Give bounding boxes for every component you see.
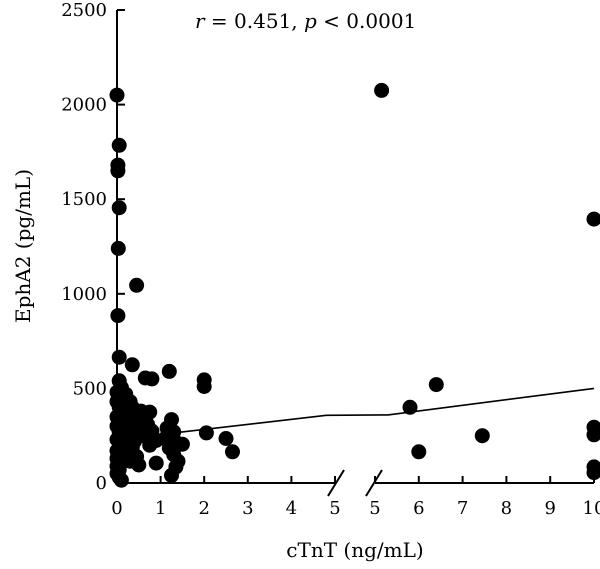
- regression-line: [116, 387, 595, 441]
- data-point: [474, 428, 490, 444]
- data-point: [196, 379, 212, 394]
- data-point: [144, 371, 160, 387]
- x-tick-label: 9: [544, 498, 555, 519]
- data-point: [218, 431, 234, 446]
- p-symbol: p: [304, 9, 317, 33]
- data-point: [402, 399, 418, 415]
- data-point: [428, 377, 444, 393]
- x-tick-label: 3: [242, 498, 253, 519]
- data-point: [131, 457, 147, 473]
- y-tick-label: 1500: [61, 189, 107, 210]
- data-point: [110, 308, 126, 324]
- y-tick-label: 1000: [61, 284, 107, 305]
- x-tick-label: 2: [198, 498, 209, 519]
- x-tick-label: 6: [413, 498, 424, 519]
- r-symbol: r: [195, 9, 206, 33]
- x-ticks: 0 1 2 3 4 5 5 6 7 8 9 10: [111, 476, 600, 519]
- data-point: [225, 444, 240, 460]
- data-point: [148, 455, 164, 471]
- trend-line-group: [116, 387, 595, 441]
- y-tick-label: 500: [73, 378, 107, 399]
- x-tick-label: 8: [501, 498, 512, 519]
- data-point: [586, 427, 600, 443]
- y-ticks: 0 500 1000 1500 2000 2500: [61, 0, 125, 494]
- data-point: [113, 472, 129, 488]
- r-value-text: = 0.451,: [205, 9, 304, 33]
- x-tick-label: 5: [369, 498, 380, 519]
- y-tick-label: 0: [96, 473, 107, 494]
- x-tick-label: 1: [155, 498, 166, 519]
- correlation-annotation: r = 0.451, p < 0.0001: [195, 9, 416, 33]
- data-point: [586, 465, 600, 481]
- data-point: [111, 200, 127, 216]
- data-point: [198, 425, 214, 441]
- y-axis-title: EphA2 (pg/mL): [11, 169, 35, 323]
- data-point: [174, 436, 190, 452]
- data-point: [110, 240, 126, 256]
- data-point: [161, 363, 177, 379]
- data-point: [111, 349, 127, 365]
- data-point: [411, 444, 427, 460]
- x-axis-title: cTnT (ng/mL): [286, 538, 423, 562]
- axes: [116, 10, 594, 497]
- data-point: [129, 277, 145, 293]
- data-point: [109, 87, 125, 103]
- x-tick-label: 7: [457, 498, 468, 519]
- data-point: [164, 467, 179, 483]
- y-tick-label: 2500: [61, 0, 107, 21]
- data-points: [109, 82, 600, 488]
- x-tick-label: 0: [111, 498, 122, 519]
- data-point: [374, 82, 390, 98]
- y-tick-label: 2000: [61, 95, 107, 116]
- x-tick-label: 5: [329, 498, 340, 519]
- data-point: [142, 437, 158, 453]
- x-tick-label: 4: [286, 498, 297, 519]
- data-point: [111, 137, 127, 153]
- p-value-text: < 0.0001: [317, 9, 416, 33]
- x-tick-label: 10: [583, 498, 600, 519]
- data-point: [124, 357, 140, 373]
- data-point: [586, 211, 600, 227]
- data-point: [110, 163, 126, 179]
